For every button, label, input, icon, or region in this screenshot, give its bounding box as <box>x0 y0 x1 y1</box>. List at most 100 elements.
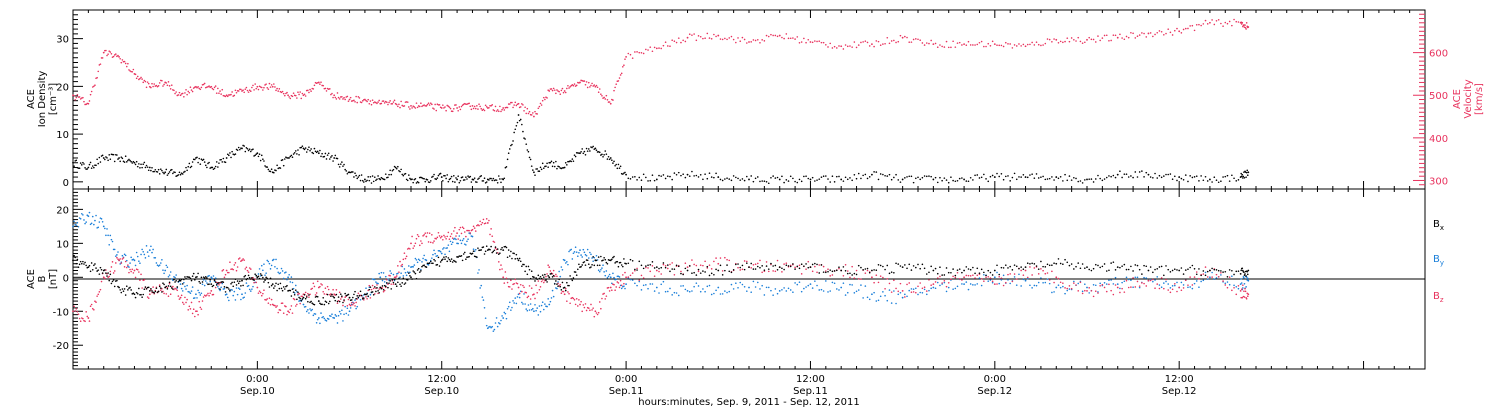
by-point <box>721 293 724 295</box>
velocity-point <box>146 81 149 83</box>
bx-point <box>603 256 605 259</box>
bz-point <box>296 303 298 306</box>
bx-point <box>792 263 794 265</box>
bx-point <box>235 284 238 286</box>
bz-point <box>1242 284 1244 286</box>
bx-point <box>1024 266 1027 269</box>
density-point <box>974 174 976 177</box>
density-point <box>1220 180 1222 182</box>
velocity-point <box>1114 34 1117 37</box>
velocity-point <box>530 114 533 116</box>
velocity-point <box>542 96 545 99</box>
bx-point <box>122 290 125 292</box>
by-point <box>677 294 680 297</box>
bz-point <box>621 274 624 276</box>
by-point <box>664 290 667 293</box>
velocity-point <box>956 42 959 44</box>
bx-point <box>756 265 759 268</box>
bx-point <box>1009 265 1011 268</box>
velocity-point <box>560 89 563 92</box>
bx-point <box>260 274 263 277</box>
density-point <box>655 178 658 181</box>
by-point <box>344 305 346 308</box>
bx-point <box>875 269 878 272</box>
velocity-point <box>613 89 615 92</box>
density-point <box>333 157 336 159</box>
by-point <box>592 260 594 263</box>
by-point <box>743 285 746 288</box>
by-point <box>461 239 464 242</box>
bz-point <box>413 245 416 247</box>
velocity-point <box>1167 28 1170 30</box>
velocity-point <box>276 87 278 90</box>
density-point <box>573 154 576 156</box>
by-point <box>146 251 149 253</box>
by-point <box>129 262 131 264</box>
velocity-label-line3: [km/s] <box>1474 83 1485 115</box>
density-point <box>754 177 757 180</box>
by-point <box>164 269 167 272</box>
by-point <box>274 265 276 268</box>
velocity-point <box>800 41 803 43</box>
by-point <box>458 235 461 237</box>
bz-point <box>311 287 314 290</box>
density-point <box>619 165 622 168</box>
bx-point <box>409 274 411 277</box>
density-point <box>366 179 368 182</box>
velocity-point <box>252 84 254 87</box>
density-point <box>502 178 505 181</box>
bx-point <box>695 274 698 276</box>
bx-point <box>490 245 492 248</box>
velocity-point <box>179 94 182 97</box>
by-point <box>597 269 600 271</box>
density-point <box>695 174 698 177</box>
bz-point <box>611 289 613 291</box>
velocity-point <box>842 48 845 50</box>
by-point <box>857 289 860 291</box>
bx-point <box>298 296 300 299</box>
bx-point <box>1114 269 1117 271</box>
bx-point <box>693 271 695 274</box>
bx-point <box>1184 269 1187 271</box>
density-point <box>458 181 461 184</box>
bz-point <box>292 297 295 300</box>
density-point <box>831 175 834 178</box>
bx-point <box>581 264 583 266</box>
velocity-point <box>552 87 555 90</box>
bx-point <box>83 263 85 265</box>
by-point <box>245 282 248 284</box>
velocity-point <box>200 86 203 89</box>
bx-point <box>569 275 571 277</box>
density-point <box>1206 180 1209 182</box>
by-point <box>491 325 494 328</box>
density-point <box>168 171 171 173</box>
by-point <box>770 289 772 292</box>
density-point <box>1187 180 1189 183</box>
bx-point <box>483 253 486 255</box>
bz-point <box>437 231 440 234</box>
by-point <box>908 289 911 292</box>
bx-point <box>1097 264 1099 267</box>
bz-point <box>424 232 427 234</box>
by-point <box>181 290 184 292</box>
bx-point <box>533 276 535 279</box>
bz-point <box>728 259 731 262</box>
density-point <box>505 166 508 168</box>
bx-point <box>273 287 275 289</box>
by-point <box>232 294 235 297</box>
density-point <box>1195 175 1198 177</box>
density-point <box>417 181 420 184</box>
by-point <box>460 242 463 245</box>
density-point <box>519 118 522 121</box>
bz-point <box>737 266 739 269</box>
bx-point <box>476 256 478 258</box>
velocity-point <box>233 94 236 97</box>
density-point <box>796 181 799 184</box>
bx-point <box>282 286 285 288</box>
bz-point <box>1081 292 1084 295</box>
bz-point <box>1237 284 1240 287</box>
density-point <box>761 180 763 182</box>
density-point <box>814 180 816 182</box>
bz-point <box>276 305 278 307</box>
bz-point <box>1246 292 1249 295</box>
